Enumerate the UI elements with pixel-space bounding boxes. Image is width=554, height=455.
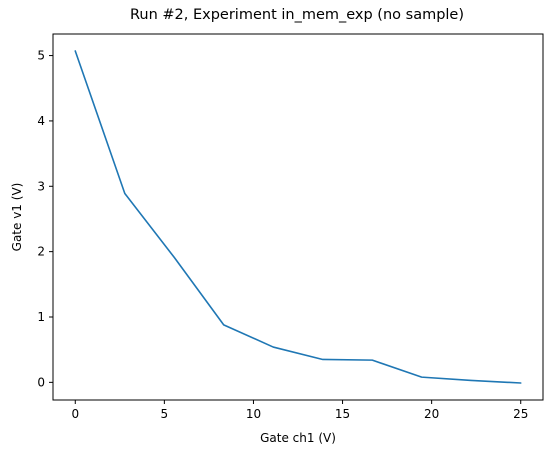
x-tick-label: 10 <box>246 407 261 421</box>
y-tick-label: 5 <box>37 49 45 63</box>
y-axis: 0 1 2 3 4 5 <box>37 49 53 389</box>
x-tick-label: 20 <box>424 407 439 421</box>
y-tick-label: 4 <box>37 114 45 128</box>
x-axis-label: Gate ch1 (V) <box>260 431 336 445</box>
x-tick-label: 5 <box>161 407 169 421</box>
x-tick-label: 15 <box>335 407 350 421</box>
plot-frame <box>52 33 544 401</box>
y-tick-label: 2 <box>37 245 45 259</box>
x-tick-label: 0 <box>71 407 79 421</box>
y-tick-label: 0 <box>37 375 45 389</box>
x-tick-label: 25 <box>513 407 528 421</box>
y-axis-label: Gate v1 (V) <box>10 183 24 252</box>
series-line <box>74 50 522 384</box>
series-group <box>74 50 522 384</box>
x-axis: 0 5 10 15 20 25 <box>71 400 528 421</box>
y-tick-label: 1 <box>37 310 45 324</box>
y-tick-label: 3 <box>37 179 45 193</box>
chart-title: Run #2, Experiment in_mem_exp (no sample… <box>130 7 464 23</box>
